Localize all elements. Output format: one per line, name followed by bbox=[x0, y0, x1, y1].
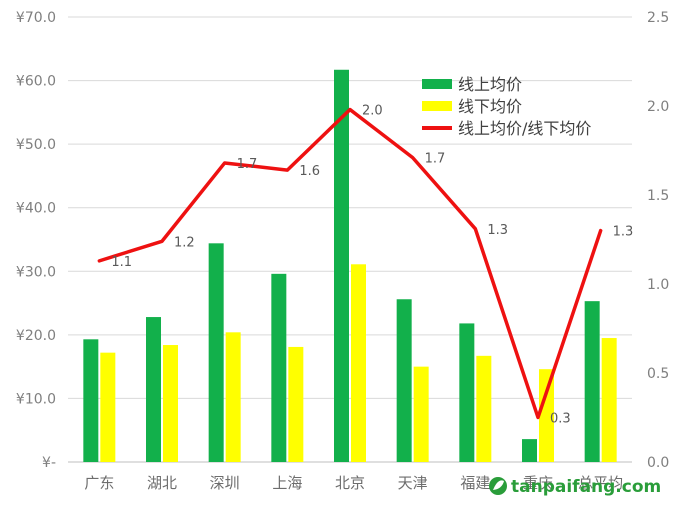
bar-offline bbox=[225, 332, 241, 462]
watermark: tanpaifang.com bbox=[489, 477, 661, 497]
bar-online bbox=[396, 299, 412, 462]
left-tick-label: ¥60.0 bbox=[16, 74, 56, 90]
bar-offline bbox=[476, 355, 492, 462]
right-tick-label: 1.5 bbox=[647, 188, 669, 204]
category-label: 湖北 bbox=[147, 474, 177, 492]
legend-swatch-offline bbox=[422, 101, 452, 111]
bar-online bbox=[271, 273, 287, 462]
left-tick-label: ¥50.0 bbox=[16, 137, 56, 153]
leaf-logo-icon bbox=[489, 477, 507, 495]
bar-online bbox=[334, 69, 349, 462]
bar-offline bbox=[100, 352, 116, 462]
bar-offline bbox=[351, 264, 366, 462]
category-labels: 广东 湖北 深圳 上海 北京 天津 福建 重庆 总平均 bbox=[84, 474, 623, 492]
category-label: 广东 bbox=[84, 474, 114, 492]
ratio-data-label: 1.7 bbox=[237, 157, 258, 172]
right-tick-label: 0.5 bbox=[647, 366, 669, 382]
bar-offline bbox=[601, 338, 617, 462]
right-tick-label: 2.0 bbox=[647, 99, 669, 115]
category-label: 上海 bbox=[272, 474, 302, 492]
bar-online bbox=[146, 317, 161, 462]
left-tick-label: ¥70.0 bbox=[16, 10, 56, 26]
bar-offline bbox=[288, 346, 304, 462]
left-tick-label: ¥40.0 bbox=[16, 201, 56, 217]
right-tick-label: 1.0 bbox=[647, 277, 669, 293]
bar-online bbox=[459, 323, 475, 462]
left-tick-label: ¥20.0 bbox=[16, 328, 56, 344]
legend: 线上均价 线下均价 线上均价/线下均价 bbox=[422, 75, 591, 138]
bar-online bbox=[208, 243, 224, 462]
category-label: 总平均 bbox=[578, 474, 623, 492]
bar-online bbox=[83, 339, 99, 462]
bar-offline bbox=[163, 345, 178, 462]
left-tick-label: ¥- bbox=[42, 455, 56, 471]
left-tick-label: ¥10.0 bbox=[16, 391, 56, 407]
legend-label-offline: 线下均价 bbox=[458, 97, 522, 116]
bars bbox=[83, 69, 617, 462]
watermark-text: tanpaifang.com bbox=[511, 477, 661, 497]
bar-offline bbox=[539, 369, 554, 462]
right-tick-label: 0.0 bbox=[647, 455, 669, 471]
gridlines bbox=[68, 16, 632, 463]
bar-offline bbox=[413, 366, 429, 462]
right-axis-ticks: 0.0 0.5 1.0 1.5 2.0 2.5 bbox=[647, 10, 669, 471]
left-tick-label: ¥30.0 bbox=[16, 264, 56, 280]
category-label: 天津 bbox=[398, 474, 428, 492]
category-label: 北京 bbox=[335, 474, 365, 492]
ratio-data-label: 1.6 bbox=[299, 164, 320, 179]
left-axis-ticks: ¥- ¥10.0 ¥20.0 ¥30.0 ¥40.0 ¥50.0 ¥60.0 ¥70.0 bbox=[16, 10, 56, 471]
category-label: 福建 bbox=[460, 474, 490, 492]
legend-label-online: 线上均价 bbox=[458, 75, 522, 94]
ratio-data-label: 1.1 bbox=[111, 255, 132, 270]
data-labels: 1.1 1.2 1.7 1.6 2.0 1.7 1.3 0.3 1.3 bbox=[111, 104, 633, 427]
ratio-data-label: 1.7 bbox=[425, 152, 446, 167]
ratio-data-label: 1.2 bbox=[174, 235, 195, 250]
ratio-data-label: 1.3 bbox=[487, 223, 508, 238]
legend-label-ratio: 线上均价/线下均价 bbox=[458, 119, 591, 138]
right-tick-label: 2.5 bbox=[647, 10, 669, 26]
ratio-line-group bbox=[97, 107, 603, 420]
ratio-data-label: 0.3 bbox=[550, 412, 571, 427]
ratio-data-label: 2.0 bbox=[362, 104, 383, 119]
ratio-data-label: 1.3 bbox=[613, 225, 634, 240]
legend-swatch-online bbox=[422, 79, 452, 89]
bar-online bbox=[584, 301, 600, 462]
category-label: 深圳 bbox=[210, 474, 240, 492]
category-label: 重庆 bbox=[523, 474, 553, 492]
bar-online bbox=[522, 439, 537, 462]
